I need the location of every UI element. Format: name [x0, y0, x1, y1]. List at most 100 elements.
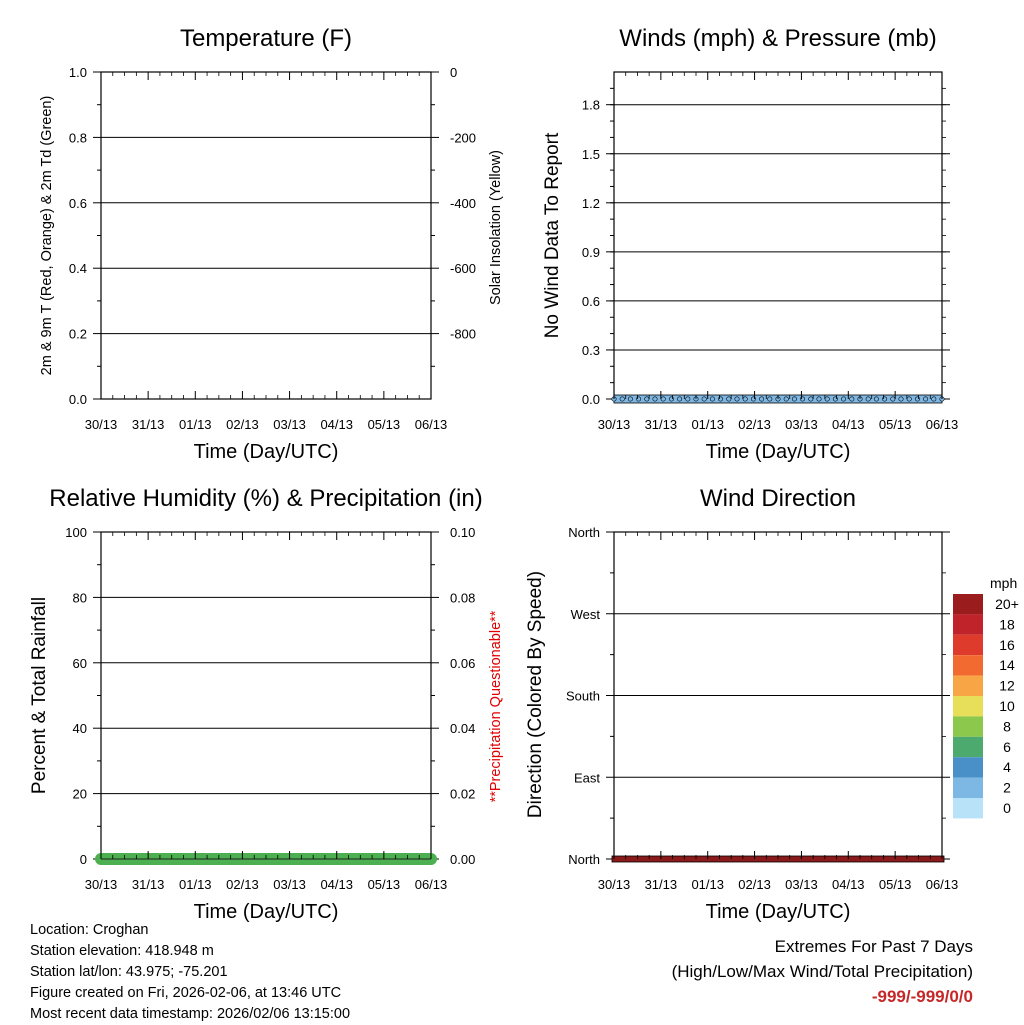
- wind-speed-point: [726, 396, 732, 402]
- x-axis-label: Time (Day/UTC): [194, 901, 339, 923]
- colorbar-label: 2: [1003, 780, 1011, 796]
- y-axis-label: Percent & Total Rainfall: [29, 597, 50, 794]
- colorbar-label: 20+: [995, 596, 1019, 612]
- colorbar-swatch: [953, 614, 983, 635]
- wind-speed-point: [767, 396, 773, 402]
- wind-speed-point: [627, 396, 633, 402]
- wind-speed-point: [865, 396, 871, 402]
- x-axis-label: Time (Day/UTC): [194, 441, 339, 463]
- colorbar-swatch: [953, 634, 983, 656]
- y-tick-label: 1.2: [582, 196, 600, 211]
- x-tick-label: 30/13: [598, 417, 631, 432]
- x-tick-label: 31/13: [645, 417, 678, 432]
- wind-speed-point: [898, 396, 904, 402]
- station-elevation: Station elevation: 418.948 m: [30, 943, 214, 959]
- colorbar-swatch: [953, 696, 983, 717]
- wind-speed-point: [660, 396, 666, 402]
- colorbar-swatch: [953, 798, 983, 819]
- wind-speed-point: [759, 396, 765, 402]
- x-tick-label: 31/13: [645, 877, 678, 892]
- y-right-tick-label: 0.10: [450, 525, 475, 540]
- figure-created: Figure created on Fri, 2026-02-06, at 13…: [30, 985, 342, 1001]
- x-tick-label: 31/13: [132, 877, 165, 892]
- y-right-tick-label: 0: [450, 65, 457, 80]
- colorbar-swatch: [953, 757, 983, 778]
- y-right-tick-label: -800: [450, 327, 476, 342]
- y-tick-label: East: [574, 770, 600, 785]
- x-axis-label: Time (Day/UTC): [706, 901, 851, 923]
- wind-speed-point: [685, 396, 691, 402]
- y-tick-label: 0.4: [69, 261, 87, 276]
- y-tick-label: 0.3: [582, 343, 600, 358]
- y-tick-label: 0.0: [582, 392, 600, 407]
- y-tick-label: 0.6: [69, 196, 87, 211]
- colorbar-unit: mph: [990, 575, 1017, 591]
- y-tick-label: South: [566, 689, 600, 704]
- y-right-tick-label: -400: [450, 196, 476, 211]
- colorbar-label: 4: [1003, 759, 1011, 775]
- y-tick-label: 80: [73, 590, 87, 605]
- wind-speed-point: [890, 396, 896, 402]
- x-tick-label: 05/13: [368, 417, 401, 432]
- x-tick-label: 30/13: [598, 877, 631, 892]
- colorbar-swatch: [953, 736, 983, 758]
- data-timestamp: Most recent data timestamp: 2026/02/06 1…: [30, 1006, 351, 1022]
- y-tick-label: 0.6: [582, 294, 600, 309]
- wind-speed-point: [619, 396, 625, 402]
- x-tick-label: 30/13: [85, 417, 118, 432]
- y-tick-label: 1.0: [69, 65, 87, 80]
- extremes-subtitle: (High/Low/Max Wind/Total Precipitation): [671, 962, 973, 981]
- wind-speed-point: [709, 396, 715, 402]
- wind-speed-point: [808, 396, 814, 402]
- wind-speed-point: [791, 396, 797, 402]
- wind-speed-point: [783, 396, 789, 402]
- y-right-tick-label: 0.00: [450, 852, 475, 867]
- colorbar-swatch: [953, 716, 983, 737]
- y-tick-label: 1.5: [582, 147, 600, 162]
- panel-title: Temperature (F): [180, 25, 352, 52]
- wind-speed-point: [931, 396, 937, 402]
- x-tick-label: 03/13: [785, 417, 818, 432]
- x-tick-label: 05/13: [879, 417, 912, 432]
- y-tick-label: 0.2: [69, 327, 87, 342]
- plot-frame-0: [100, 71, 432, 400]
- y-tick-label: North: [568, 852, 600, 867]
- y-right-tick-label: -200: [450, 130, 476, 145]
- y-right-tick-label: 0.08: [450, 590, 475, 605]
- wind-speed-point: [644, 396, 650, 402]
- colorbar-label: 16: [999, 637, 1015, 653]
- x-tick-label: 04/13: [320, 877, 353, 892]
- colorbar-swatch: [953, 675, 983, 696]
- y-tick-label: 1.8: [582, 98, 600, 113]
- extremes-values: -999/-999/0/0: [871, 987, 973, 1006]
- x-tick-label: 06/13: [415, 417, 448, 432]
- wind-speed-point: [923, 396, 929, 402]
- x-tick-label: 03/13: [273, 417, 306, 432]
- y-axis-label-right: Solar Insolation (Yellow): [488, 150, 504, 305]
- y-tick-label: 0.9: [582, 245, 600, 260]
- station-location: Location: Croghan: [30, 922, 149, 938]
- extremes-summary: Extremes For Past 7 Days (High/Low/Max W…: [672, 934, 973, 1009]
- x-tick-label: 01/13: [691, 417, 724, 432]
- x-tick-label: 01/13: [691, 877, 724, 892]
- wind-speed-point: [652, 396, 658, 402]
- extremes-title: Extremes For Past 7 Days: [774, 937, 973, 956]
- y-tick-label: 0: [80, 852, 87, 867]
- panel-title: Wind Direction: [700, 485, 856, 512]
- panel-title: Relative Humidity (%) & Precipitation (i…: [49, 485, 482, 512]
- x-tick-label: 04/13: [320, 417, 353, 432]
- y-tick-label: 40: [73, 721, 87, 736]
- y-right-tick-label: 0.04: [450, 721, 475, 736]
- colorbar-label: 6: [1003, 739, 1011, 755]
- wind-speed-point: [734, 396, 740, 402]
- wind-speed-point: [841, 396, 847, 402]
- x-tick-label: 06/13: [415, 877, 448, 892]
- wind-speed-point: [742, 396, 748, 402]
- x-tick-label: 05/13: [879, 877, 912, 892]
- station-info: Location: Croghan Station elevation: 418…: [30, 920, 350, 1025]
- x-axis-label: Time (Day/UTC): [706, 441, 851, 463]
- wind-speed-point: [824, 396, 830, 402]
- y-axis-label: Direction (Colored By Speed): [525, 571, 546, 818]
- x-tick-label: 01/13: [179, 877, 212, 892]
